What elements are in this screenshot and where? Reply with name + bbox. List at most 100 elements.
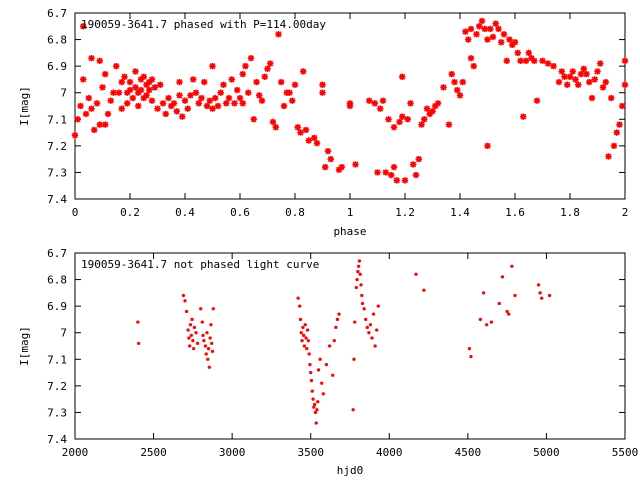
data-point (250, 116, 257, 123)
data-point (286, 89, 293, 96)
data-point (366, 97, 373, 104)
y-tick-label: 6.7 (47, 7, 67, 20)
data-point (305, 137, 312, 144)
data-point (498, 39, 505, 46)
chart-title: 190059-3641.7 phased with P=114.00day (81, 18, 326, 31)
data-point (192, 325, 197, 330)
data-point (210, 349, 215, 353)
data-point (599, 84, 607, 91)
data-point (275, 31, 282, 38)
data-point (300, 68, 307, 75)
data-point (418, 121, 425, 128)
data-point (356, 269, 360, 274)
data-point (478, 317, 483, 322)
x-tick-label: 2 (622, 206, 629, 219)
data-point (192, 89, 200, 96)
phased-light-curve-panel: 0 0.2 0.4 0.6 0.8 1 1.2 1.4 1.6 1.8 2 6.7 6.8 6.9 7 7.… (18, 7, 628, 238)
data-point (74, 116, 81, 123)
data-point (121, 73, 128, 80)
data-point (476, 23, 483, 30)
data-point (289, 97, 296, 104)
data-point (192, 347, 196, 351)
x-tick-label: 1.6 (505, 206, 525, 219)
data-point (448, 70, 455, 78)
data-point (302, 344, 307, 348)
data-point (208, 336, 212, 340)
x-tick-label: 0.4 (175, 206, 195, 219)
data-point (190, 317, 194, 322)
data-point (201, 78, 208, 86)
data-point (376, 304, 380, 308)
data-point (414, 272, 418, 276)
data-point (313, 402, 317, 407)
data-point (206, 97, 213, 104)
data-point (388, 171, 395, 179)
data-point (371, 312, 376, 316)
data-point (421, 116, 428, 123)
data-point (302, 126, 310, 134)
data-point (294, 124, 301, 131)
data-point (423, 105, 431, 112)
data-point (176, 92, 183, 99)
y-tick-label: 7.2 (47, 380, 67, 393)
data-point (223, 100, 230, 107)
data-point (473, 31, 480, 38)
data-point (445, 121, 453, 128)
x-tick-label: 4000 (376, 446, 403, 459)
data-point (173, 108, 180, 115)
data-point (210, 341, 214, 345)
data-point (154, 105, 161, 112)
data-point (88, 105, 95, 112)
data-point (375, 328, 379, 332)
data-point (148, 97, 156, 104)
data-point (481, 291, 486, 295)
data-point (538, 291, 542, 295)
data-point (544, 60, 552, 67)
data-point (319, 81, 326, 88)
data-point (85, 94, 92, 102)
data-point (159, 100, 167, 107)
data-point (550, 62, 557, 70)
data-point (176, 78, 183, 86)
data-point (110, 89, 117, 96)
data-point (200, 320, 204, 324)
data-point (373, 344, 377, 348)
data-point (148, 76, 156, 83)
data-point (313, 140, 321, 147)
data-point (309, 370, 313, 375)
data-point (305, 328, 310, 332)
data-point (261, 73, 268, 80)
data-point (264, 65, 271, 72)
y-tick-label: 7 (60, 327, 67, 340)
data-point (382, 169, 389, 176)
data-point (355, 277, 359, 282)
data-point (181, 293, 186, 298)
data-point (459, 78, 466, 86)
data-point (312, 405, 316, 409)
data-point (296, 296, 300, 300)
data-point (478, 17, 486, 25)
data-point (517, 57, 524, 65)
data-point (126, 86, 134, 94)
data-point (320, 381, 324, 385)
x-tick-label: 0 (72, 206, 79, 219)
data-point (533, 97, 541, 104)
data-point (307, 352, 311, 356)
data-point (99, 84, 106, 91)
data-point (302, 333, 306, 337)
data-point (370, 336, 374, 340)
data-point (367, 331, 371, 335)
y-tick-label: 6.8 (47, 274, 67, 287)
y-tick-label: 7.3 (47, 166, 67, 179)
data-point (368, 323, 373, 327)
data-points (71, 17, 629, 184)
data-point (540, 296, 544, 300)
data-point (580, 65, 587, 72)
data-point (495, 25, 502, 33)
data-point (228, 76, 235, 83)
data-point (132, 68, 139, 75)
data-point (269, 118, 277, 126)
data-point (306, 339, 310, 343)
x-tick-label: 0.2 (120, 206, 140, 219)
data-point (93, 100, 101, 107)
